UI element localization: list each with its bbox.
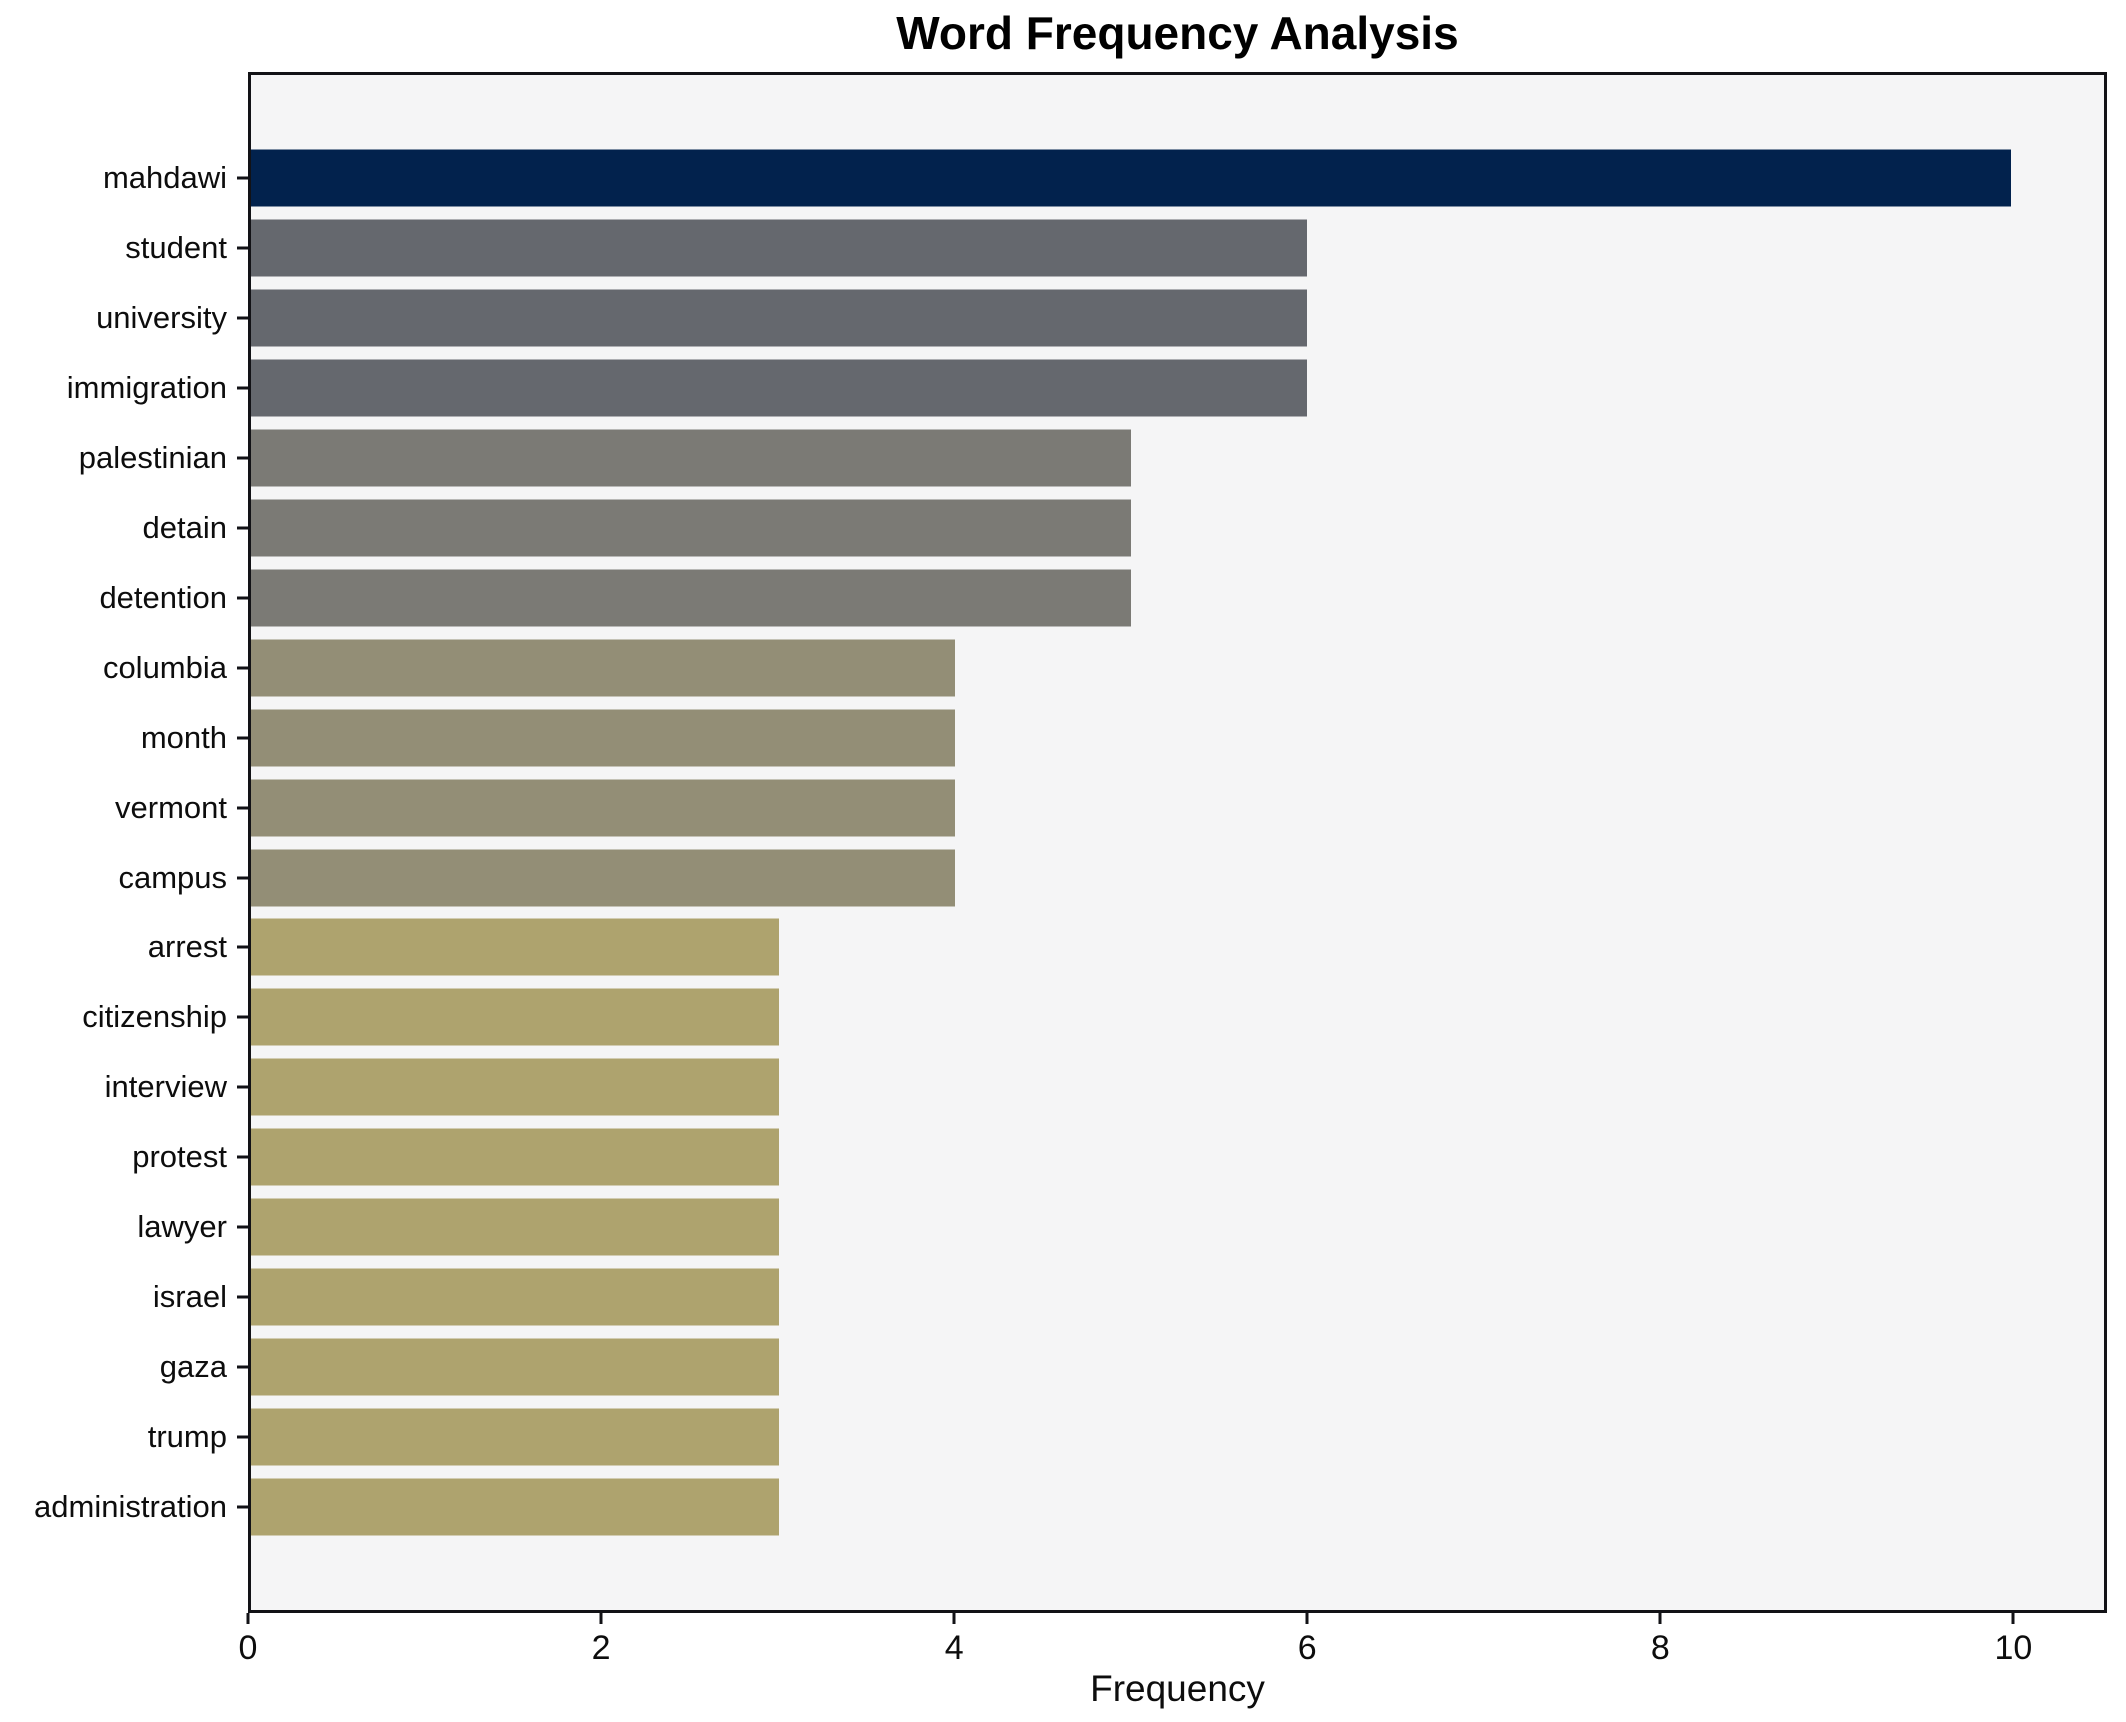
bar [251,359,1307,417]
bar-row: vermont [115,773,2104,843]
y-tick-label: mahdawi [102,159,227,195]
bar [251,429,1131,487]
y-tick-label: lawyer [137,1209,227,1245]
y-tick-mark [237,1365,248,1369]
bar-row: citizenship [82,982,2104,1052]
y-tick-label: campus [118,859,227,895]
y-tick-label: arrest [147,929,227,965]
y-tick-mark [237,666,248,670]
y-tick-label: protest [132,1139,227,1175]
bar [251,1478,779,1536]
y-tick-label: vermont [115,789,227,825]
y-tick-mark [237,386,248,390]
y-tick-mark [237,316,248,320]
y-tick-mark [237,806,248,810]
y-tick-mark [237,456,248,460]
x-tick-mark [246,1613,250,1624]
y-tick-mark [237,1505,248,1509]
bar-row: detention [99,563,2104,633]
bar [251,149,2011,207]
y-tick-label: detention [99,579,227,615]
x-tick-label: 6 [1297,1629,1317,1667]
bar-row: protest [132,1122,2104,1192]
bar [251,289,1307,347]
bar [251,779,955,837]
bar [251,918,779,976]
y-tick-mark [237,526,248,530]
bar-row: columbia [103,633,2104,703]
y-tick-label: administration [34,1489,227,1525]
y-tick-mark [237,1085,248,1089]
bar-row: israel [153,1262,2104,1332]
x-tick-label: 4 [944,1629,964,1667]
y-tick-label: israel [152,1279,227,1315]
y-tick-mark [237,1155,248,1159]
y-tick-mark [237,1295,248,1299]
y-tick-label: interview [104,1069,227,1105]
y-tick-mark [237,1015,248,1019]
y-tick-mark [237,1435,248,1439]
y-tick-label: month [140,719,227,755]
bar-rows: mahdawi student university immigration pales… [34,75,2104,1610]
bar [251,1268,779,1326]
x-tick-label: 10 [1994,1629,2033,1667]
y-tick-mark [237,246,248,250]
x-tick-mark [2011,1613,2015,1624]
bar-row: palestinian [79,423,2104,493]
y-tick-label: citizenship [82,999,227,1035]
y-tick-label: palestinian [78,439,227,475]
bar [251,639,955,697]
x-tick-mark [952,1613,956,1624]
bar [251,499,1131,557]
bar-row: interview [105,1052,2104,1122]
y-tick-label: gaza [159,1349,227,1385]
bar-row: immigration [67,353,2104,423]
bar-row: detain [143,493,2104,563]
bar [251,849,955,906]
x-tick-mark [599,1613,603,1624]
x-tick-label: 2 [591,1629,611,1667]
y-tick-mark [237,876,248,879]
bar [251,709,955,767]
bar [251,1198,779,1256]
bar [251,1338,779,1396]
y-tick-label: trump [147,1419,227,1455]
x-tick-mark [1305,1613,1309,1624]
bar-row: university [96,283,2104,353]
bar [251,569,1131,627]
bar-row: gaza [160,1332,2104,1402]
x-tick-label: 0 [238,1629,258,1667]
bar-row: campus [118,843,2104,913]
y-tick-label: columbia [102,649,227,685]
bar [251,1408,779,1466]
bar [251,219,1307,277]
y-tick-label: student [125,229,227,265]
y-tick-mark [237,596,248,600]
bar [251,1058,779,1116]
y-tick-mark [237,736,248,740]
bar-row: trump [148,1402,2104,1472]
x-axis-label: Frequency [1090,1668,1265,1709]
chart-title: Word Frequency Analysis [896,7,1459,59]
bar-row: administration [34,1472,2104,1542]
plot-area: mahdawi student university immigration pales… [34,72,2107,1613]
x-axis: 0 2 4 6 8 10 [239,1613,2107,1673]
x-tick-label: 8 [1650,1629,1670,1667]
y-tick-mark [237,176,248,180]
y-tick-label: detain [142,509,227,545]
y-tick-mark [237,1225,248,1229]
bar [251,1128,779,1186]
bar-row: month [141,703,2104,773]
y-tick-label: immigration [66,369,227,405]
bar-row: lawyer [137,1192,2104,1262]
bar-row: student [125,213,2104,283]
bar-row: mahdawi [103,143,2104,213]
y-tick-mark [237,945,248,949]
y-tick-label: university [96,299,227,335]
bar [251,988,779,1046]
x-tick-mark [1658,1613,1662,1624]
bar-row: arrest [148,912,2104,982]
